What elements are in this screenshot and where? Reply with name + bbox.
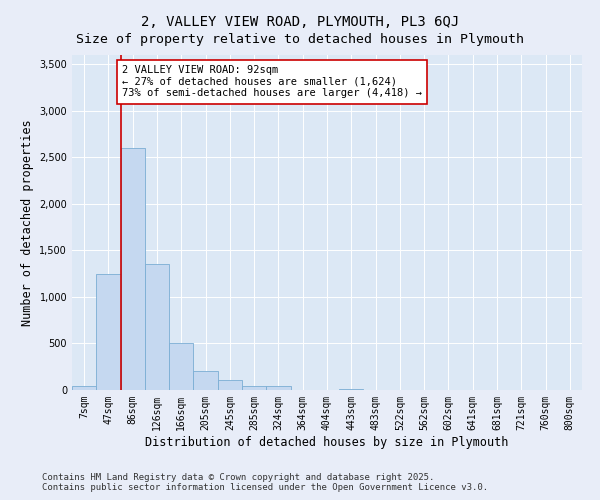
Y-axis label: Number of detached properties: Number of detached properties (21, 119, 34, 326)
Text: 2, VALLEY VIEW ROAD, PLYMOUTH, PL3 6QJ: 2, VALLEY VIEW ROAD, PLYMOUTH, PL3 6QJ (141, 15, 459, 29)
Bar (145, 264, 169, 390)
Bar (193, 372, 218, 390)
Bar (218, 380, 242, 390)
Text: 2 VALLEY VIEW ROAD: 92sqm
← 27% of detached houses are smaller (1,624)
73% of se: 2 VALLEY VIEW ROAD: 92sqm ← 27% of detac… (122, 65, 422, 98)
Text: Contains HM Land Registry data © Crown copyright and database right 2025.
Contai: Contains HM Land Registry data © Crown c… (42, 473, 488, 492)
Bar (266, 386, 290, 390)
Bar (339, 388, 364, 390)
Bar (242, 386, 266, 390)
Text: Size of property relative to detached houses in Plymouth: Size of property relative to detached ho… (76, 32, 524, 46)
Bar (72, 386, 96, 390)
X-axis label: Distribution of detached houses by size in Plymouth: Distribution of detached houses by size … (145, 436, 509, 448)
Bar (121, 148, 145, 390)
Bar (169, 344, 193, 390)
Bar (96, 274, 121, 390)
